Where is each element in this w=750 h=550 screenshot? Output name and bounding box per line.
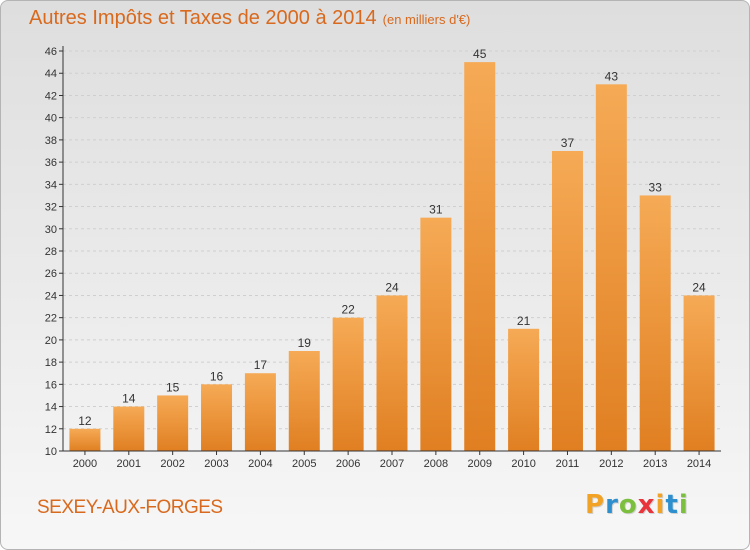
proxiti-logo[interactable]: Proxiti — [585, 490, 689, 520]
y-tick-label: 38 — [45, 135, 57, 147]
x-tick-label: 2007 — [380, 458, 404, 470]
y-tick-label: 24 — [45, 290, 57, 302]
value-label: 17 — [254, 358, 268, 372]
bar — [595, 84, 627, 451]
x-tick-label: 2012 — [599, 458, 623, 470]
bar — [376, 295, 408, 451]
y-tick-label: 40 — [45, 113, 57, 125]
town-name: SEXEY-AUX-FORGES — [37, 497, 223, 518]
bar — [332, 317, 364, 451]
x-tick-label: 2003 — [204, 458, 228, 470]
value-label: 16 — [210, 369, 224, 383]
value-labels: 12 14 15 16 17 19 22 24 31 45 21 37 43 33 24 — [78, 47, 706, 428]
value-label: 37 — [561, 136, 575, 150]
y-tick-label: 46 — [45, 46, 57, 58]
x-tick-label: 2002 — [160, 458, 184, 470]
chart-subtitle: (en milliers d'€) — [382, 12, 471, 27]
y-tick-label: 20 — [45, 335, 57, 347]
x-tick-label: 2008 — [424, 458, 448, 470]
value-label: 22 — [341, 303, 355, 317]
value-label: 45 — [473, 47, 487, 61]
y-tick-label: 18 — [45, 357, 57, 369]
bar — [639, 195, 671, 451]
y-tick-label: 30 — [45, 224, 57, 236]
x-tick-label: 2011 — [556, 458, 580, 470]
x-tick-label: 2006 — [336, 458, 360, 470]
chart-title-text: Autres Impôts et Taxes de 2000 à 2014 — [29, 7, 377, 29]
x-tick-label: 2014 — [687, 458, 711, 470]
bar — [551, 151, 583, 451]
logo-letter: t — [665, 490, 679, 520]
y-tick-label: 26 — [45, 268, 57, 280]
y-tick-label: 34 — [45, 179, 57, 191]
value-label: 33 — [649, 180, 663, 194]
y-tick-label: 16 — [45, 379, 57, 391]
bar — [113, 406, 145, 451]
y-tick-label: 32 — [45, 202, 57, 214]
y-tick-label: 36 — [45, 157, 57, 169]
logo-letter: i — [655, 490, 666, 520]
logo-letter: P — [585, 490, 606, 520]
y-tick-label: 22 — [45, 313, 57, 325]
axes: 10 12 14 16 18 20 22 24 26 28 30 32 34 36 38 40 42 44 46 20… — [45, 46, 721, 470]
x-tick-label: 2000 — [73, 458, 97, 470]
bar — [157, 395, 189, 451]
logo-letter: r — [605, 490, 619, 520]
bars — [69, 62, 715, 451]
y-tick-label: 44 — [45, 68, 57, 80]
x-tick-label: 2010 — [511, 458, 535, 470]
x-tick-label: 2005 — [292, 458, 316, 470]
bar — [69, 428, 101, 451]
y-tick-label: 12 — [45, 424, 57, 436]
value-label: 19 — [298, 336, 312, 350]
bar — [201, 384, 233, 451]
value-label: 24 — [385, 280, 399, 294]
bar — [288, 351, 320, 451]
value-label: 21 — [517, 314, 531, 328]
x-tick-label: 2004 — [248, 458, 272, 470]
value-label: 24 — [692, 280, 706, 294]
y-tick-label: 14 — [45, 402, 57, 414]
bar — [244, 373, 276, 451]
x-tick-label: 2013 — [643, 458, 667, 470]
value-label: 14 — [122, 392, 136, 406]
logo-letter: o — [618, 490, 638, 520]
y-tick-label: 28 — [45, 246, 57, 258]
chart-title: Autres Impôts et Taxes de 2000 à 2014 (en… — [29, 7, 470, 30]
bar — [420, 217, 452, 451]
value-label: 12 — [78, 414, 92, 428]
logo-letter: i — [678, 490, 689, 520]
value-label: 15 — [166, 380, 180, 394]
x-tick-label: 2009 — [467, 458, 491, 470]
y-tick-label: 10 — [45, 446, 57, 458]
logo-letter: x — [637, 490, 656, 520]
y-tick-label: 42 — [45, 90, 57, 102]
x-tick-label: 2001 — [117, 458, 141, 470]
value-label: 31 — [429, 203, 443, 217]
value-label: 43 — [605, 69, 619, 83]
bar — [464, 62, 496, 451]
bar — [508, 328, 540, 451]
bar — [683, 295, 715, 451]
